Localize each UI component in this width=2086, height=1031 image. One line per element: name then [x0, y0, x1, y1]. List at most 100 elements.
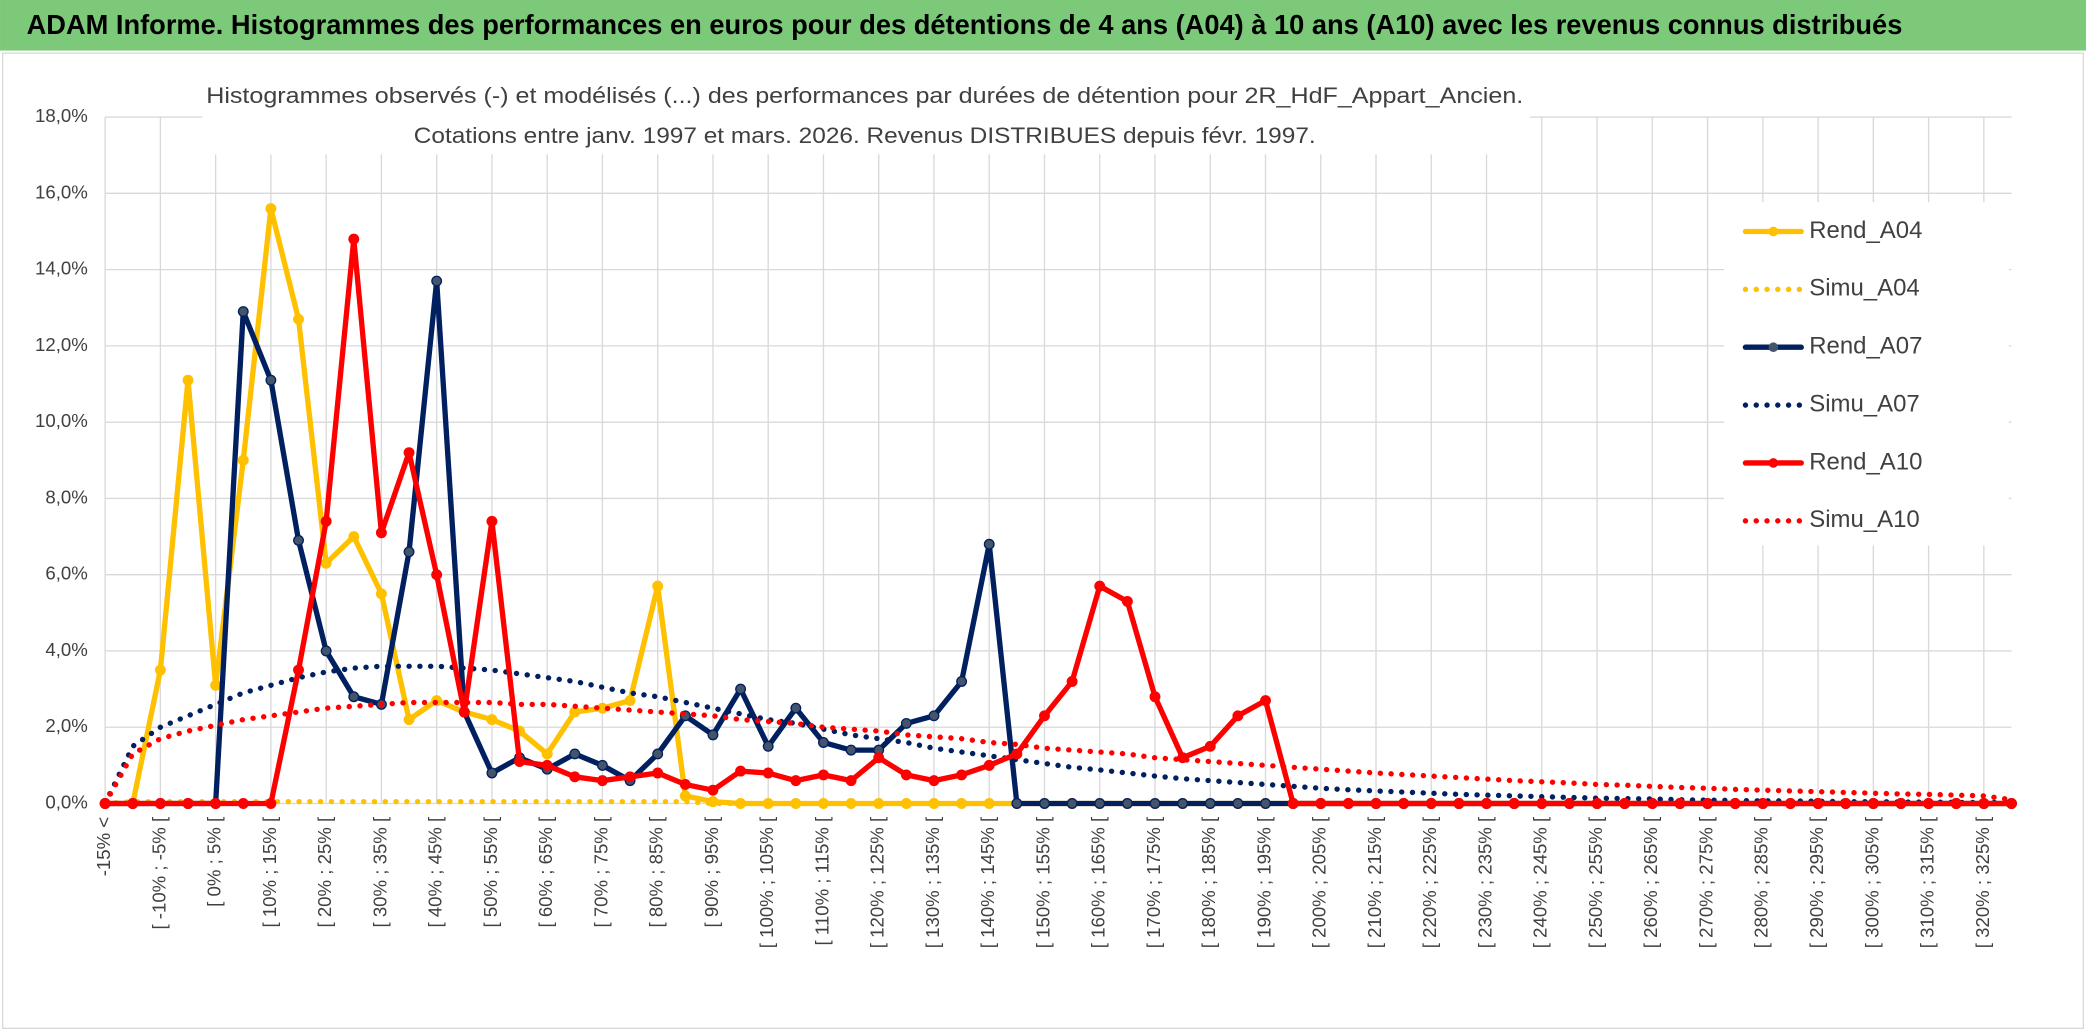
point-marker [845, 744, 857, 756]
point-marker [1536, 798, 1548, 809]
point-marker [210, 679, 222, 691]
point-marker [1094, 798, 1106, 809]
point-marker [486, 714, 498, 726]
legend-label: Rend_A04 [1809, 217, 1922, 244]
point-marker [1121, 595, 1133, 607]
point-marker [458, 706, 470, 718]
point-marker [1729, 798, 1741, 809]
point-marker [983, 538, 995, 550]
legend-label: Rend_A10 [1809, 448, 1922, 475]
legend-box [1724, 202, 2009, 546]
x-tick-label: [ 30% ; 35% [ [369, 816, 390, 928]
point-marker [845, 775, 857, 787]
point-marker [624, 695, 636, 707]
x-tick-label: [ 90% ; 95% [ [701, 816, 722, 928]
x-tick-label: [ 60% ; 65% [ [535, 816, 556, 928]
y-tick-label: 0,0% [45, 791, 87, 812]
point-marker [596, 775, 608, 787]
legend-label: Simu_A07 [1809, 390, 1919, 417]
x-tick-label: [ 140% ; 145% [ [977, 816, 998, 948]
point-marker [873, 752, 885, 764]
point-marker [1011, 798, 1023, 809]
point-marker [1646, 798, 1658, 809]
point-marker [1066, 798, 1078, 809]
point-marker [1978, 798, 1990, 809]
x-tick-label: [ 260% ; 265% [ [1640, 816, 1661, 948]
point-marker [431, 275, 443, 287]
point-marker [127, 798, 139, 809]
point-marker [1287, 798, 1299, 809]
y-tick-label: 2,0% [45, 715, 87, 736]
point-marker [154, 664, 166, 676]
point-marker [956, 769, 968, 781]
point-marker [569, 748, 581, 760]
point-marker [1232, 798, 1244, 809]
point-marker [1453, 798, 1465, 809]
point-marker [403, 447, 415, 459]
x-tick-label: [ 50% ; 55% [ [480, 816, 501, 928]
point-marker [652, 748, 664, 760]
legend-marker [1768, 458, 1779, 468]
point-marker [569, 771, 581, 783]
point-marker [900, 769, 912, 781]
point-marker [928, 775, 940, 787]
point-marker [1177, 798, 1189, 809]
x-tick-label: [ 170% ; 175% [ [1143, 816, 1164, 948]
point-marker [375, 527, 387, 539]
point-marker [265, 374, 277, 386]
point-marker [541, 759, 553, 771]
point-marker [735, 765, 747, 777]
point-marker [486, 515, 498, 527]
x-tick-label: [ 240% ; 245% [ [1530, 816, 1551, 948]
point-marker [1591, 798, 1603, 809]
x-tick-label: [ 0% ; 5% [ [204, 816, 225, 907]
point-marker [1674, 798, 1686, 809]
point-marker [403, 714, 415, 726]
point-marker [348, 691, 360, 703]
point-marker [1315, 798, 1327, 809]
point-marker [265, 203, 277, 215]
x-tick-label: [ 270% ; 275% [ [1695, 816, 1716, 948]
point-marker [1260, 695, 1271, 707]
y-tick-label: 14,0% [35, 258, 88, 279]
point-marker [403, 546, 415, 558]
point-marker [2006, 798, 2017, 809]
point-marker [293, 534, 304, 546]
point-marker [1011, 748, 1023, 760]
point-marker [182, 798, 194, 809]
point-marker [762, 740, 774, 752]
header-bar [0, 0, 2086, 51]
point-marker [1563, 798, 1575, 809]
point-marker [1950, 798, 1962, 809]
x-tick-label: [ 110% ; 115% [ [811, 816, 832, 945]
observed-line [102, 236, 2015, 807]
point-marker [154, 798, 166, 809]
point-marker [652, 767, 664, 779]
point-marker [596, 759, 608, 771]
y-tick-label: 12,0% [35, 334, 88, 355]
x-tick-label: [ 320% ; 325% [ [1972, 816, 1993, 948]
point-marker [818, 769, 829, 781]
point-marker [237, 306, 249, 318]
point-marker [486, 767, 498, 779]
x-tick-label: [ 180% ; 185% [ [1198, 816, 1219, 948]
legend-label: Simu_A10 [1809, 506, 1919, 533]
point-marker [182, 374, 194, 386]
plot [99, 203, 2017, 809]
x-tick-label: [ 200% ; 205% [ [1309, 816, 1330, 948]
point-marker [624, 771, 636, 783]
x-tick-label: [ 20% ; 25% [ [314, 816, 335, 928]
model-line [102, 663, 2015, 807]
point-marker [735, 683, 747, 695]
chart-subtitle: Cotations entre janv. 1997 et mars. 2026… [414, 123, 1316, 148]
y-tick-label: 8,0% [45, 486, 87, 507]
x-tick-label: [ 300% ; 305% [ [1861, 816, 1882, 948]
x-tick-label: [ 10% ; 15% [ [259, 816, 280, 928]
point-marker [1066, 676, 1078, 687]
x-tick-label: [ 160% ; 165% [ [1088, 816, 1109, 948]
x-tick-label: [ 250% ; 255% [ [1585, 816, 1606, 948]
x-tick-label: -15% < [93, 817, 114, 876]
point-marker [1260, 798, 1271, 809]
point-marker [707, 784, 719, 796]
